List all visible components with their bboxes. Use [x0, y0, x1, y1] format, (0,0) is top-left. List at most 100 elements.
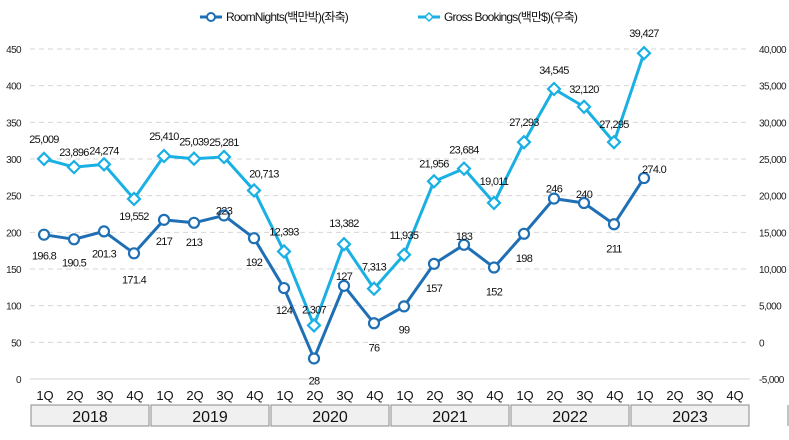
data-point-marker[interactable]: [547, 192, 561, 205]
right-axis-ticks: -5,000 0 5,000 10,000 15,000 20,000 25,000 30,0…: [759, 45, 788, 386]
data-label-roomnights: 190.5: [62, 257, 87, 269]
data-point-marker[interactable]: [487, 261, 501, 274]
data-point-marker[interactable]: [367, 317, 381, 330]
data-label-gross-bookings: 39,427: [629, 28, 659, 40]
data-point-marker[interactable]: [66, 159, 82, 175]
series-gross-bookings: [36, 45, 652, 333]
data-point-marker[interactable]: [306, 317, 322, 333]
data-label-roomnights: 127: [336, 271, 353, 283]
legend-label-gross-bookings: Gross Bookings(백만$)(우축): [444, 10, 578, 24]
data-label-roomnights: 124: [276, 305, 293, 317]
data-point-marker[interactable]: [37, 228, 51, 241]
data-point-marker[interactable]: [427, 257, 441, 270]
quarter-tick-label: 3Q: [96, 388, 113, 403]
data-point-marker[interactable]: [607, 218, 621, 231]
data-label-gross-bookings: 13,382: [329, 218, 359, 230]
year-group-box: [30, 404, 150, 427]
data-point-marker[interactable]: [246, 182, 262, 198]
data-point-marker[interactable]: [247, 232, 261, 245]
quarter-tick-label: 4Q: [486, 388, 503, 403]
data-label-roomnights: 223: [216, 205, 233, 217]
year-group-box: [270, 404, 390, 427]
category-axis: 1Q 2Q 3Q 4Q 1Q 2Q 3Q 4Q 1Q 2Q 3Q 4Q 1Q 2Q 3Q 4Q 1Q 2Q 3Q 4Q…: [30, 388, 789, 427]
data-point-marker[interactable]: [96, 156, 112, 172]
left-axis-tick-label: 200: [6, 228, 22, 239]
data-label-gross-bookings: 12,393: [269, 226, 299, 238]
data-point-marker[interactable]: [456, 161, 472, 177]
data-point-marker[interactable]: [516, 134, 532, 150]
quarter-tick-label: 3Q: [216, 388, 233, 403]
year-label: 2018: [72, 409, 108, 426]
data-label-gross-bookings: 27,295: [599, 119, 629, 131]
data-point-marker[interactable]: [576, 99, 592, 115]
data-point-marker[interactable]: [457, 238, 471, 251]
year-label: 2023: [672, 409, 708, 426]
data-point-marker[interactable]: [396, 247, 412, 263]
quarter-tick-label: 3Q: [456, 388, 473, 403]
legend-marker-diamond: [423, 11, 435, 23]
right-axis-tick-label: 35,000: [759, 82, 787, 93]
data-point-marker[interactable]: [307, 352, 321, 365]
data-point-marker[interactable]: [336, 236, 352, 252]
left-axis-tick-label: 100: [6, 302, 22, 313]
legend-item-gross-bookings[interactable]: Gross Bookings(백만$)(우축): [418, 10, 579, 24]
right-axis-tick-label: 25,000: [759, 155, 787, 166]
quarter-tick-label: 2Q: [666, 388, 683, 403]
quarter-tick-label: 2Q: [546, 388, 563, 403]
data-point-marker[interactable]: [156, 148, 172, 164]
quarter-tick-label: 1Q: [36, 388, 53, 403]
data-point-marker[interactable]: [276, 243, 292, 260]
data-point-marker[interactable]: [486, 195, 502, 211]
data-label-gross-bookings: 19,011: [480, 176, 509, 188]
data-point-marker[interactable]: [97, 225, 111, 238]
data-point-marker[interactable]: [187, 216, 201, 229]
year-label: 2019: [192, 409, 228, 426]
data-point-marker[interactable]: [277, 281, 291, 295]
quarter-tick-label: 4Q: [726, 388, 743, 403]
data-label-gross-bookings: 11,935: [390, 230, 419, 242]
legend: RoomNights(백만박)(좌축) Gross Bookings(백만$)(…: [200, 10, 579, 24]
data-label-roomnights: 192: [246, 257, 263, 269]
data-label-roomnights: 198: [516, 253, 533, 265]
quarter-tick-label: 2Q: [186, 388, 203, 403]
data-point-marker[interactable]: [217, 209, 231, 222]
data-label-gross-bookings: 21,956: [419, 158, 449, 170]
data-point-marker[interactable]: [126, 191, 142, 207]
data-label-gross-bookings: 25,009: [29, 134, 59, 146]
quarter-tick-label: 3Q: [696, 388, 713, 403]
data-point-marker[interactable]: [216, 149, 232, 165]
data-point-marker[interactable]: [36, 151, 52, 167]
gridlines: [30, 48, 750, 380]
data-point-marker[interactable]: [67, 233, 81, 246]
data-point-marker[interactable]: [606, 134, 622, 150]
quarter-tick-label: 1Q: [516, 388, 533, 403]
data-label-roomnights: 201.3: [92, 248, 117, 260]
data-point-marker[interactable]: [637, 171, 651, 185]
data-point-marker[interactable]: [426, 173, 442, 189]
legend-marker-circle: [206, 12, 216, 22]
data-point-marker[interactable]: [157, 213, 171, 226]
data-point-marker[interactable]: [577, 196, 591, 210]
data-label-gross-bookings: 7,313: [362, 262, 387, 274]
data-label-gross-bookings: 25,281: [209, 137, 239, 149]
quarter-tick-label: 1Q: [276, 388, 293, 403]
data-point-marker[interactable]: [546, 81, 562, 97]
legend-item-roomnights[interactable]: RoomNights(백만박)(좌축): [200, 10, 350, 24]
right-axis-tick-label: -5,000: [759, 375, 785, 386]
data-label-roomnights: 171.4: [122, 274, 147, 286]
year-label: 2022: [552, 409, 588, 426]
data-point-marker[interactable]: [397, 300, 411, 313]
data-point-marker[interactable]: [186, 151, 202, 167]
data-point-marker[interactable]: [337, 279, 351, 292]
data-point-marker[interactable]: [366, 281, 382, 297]
year-group-box: [510, 404, 630, 427]
data-point-marker[interactable]: [127, 247, 141, 260]
year-label: 2021: [432, 409, 468, 426]
data-label-gross-bookings: 25,410: [149, 131, 179, 143]
data-point-marker[interactable]: [517, 227, 531, 240]
left-axis-tick-label: 450: [6, 45, 22, 56]
data-point-marker[interactable]: [636, 45, 652, 61]
data-label-roomnights: 246: [546, 184, 563, 196]
